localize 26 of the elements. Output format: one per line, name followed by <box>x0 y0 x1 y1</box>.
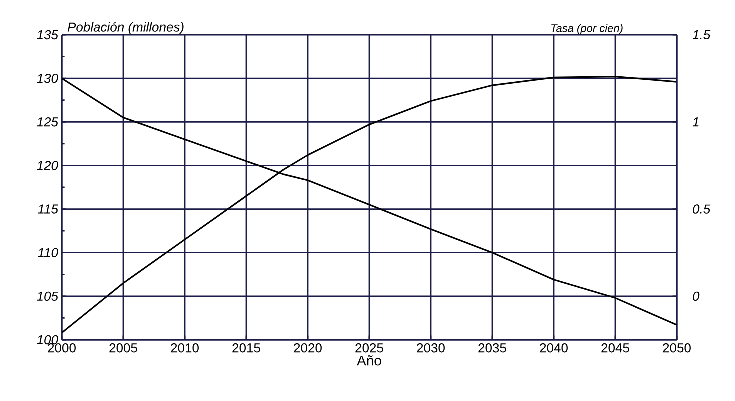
y-tick-label: 100 <box>37 335 58 345</box>
y2-tick-label: 1 <box>692 118 699 127</box>
x-tick-label: 2030 <box>417 344 445 353</box>
y-tick-label: 110 <box>38 248 58 258</box>
x-tick-label: 2005 <box>110 344 138 353</box>
y2-tick-label: 0.5 <box>693 204 711 214</box>
y2-axis-title: Tasa (por cien) <box>552 24 623 34</box>
x-tick-label: 2010 <box>171 344 199 353</box>
x-tick-label: 2045 <box>602 344 630 353</box>
y-tick-label: 130 <box>37 74 58 84</box>
x-tick-label: 2025 <box>356 344 384 353</box>
y-tick-label: 105 <box>37 292 59 302</box>
y-axis-title: Población (millones) <box>68 22 184 34</box>
x-tick-label: 2020 <box>294 344 322 353</box>
x-tick-label: 2015 <box>232 344 260 353</box>
y2-tick-label: 1.5 <box>692 30 711 40</box>
x-tick-label: 2035 <box>478 344 506 353</box>
y-tick-label: 120 <box>37 161 58 170</box>
x-axis-title: Año <box>357 356 382 366</box>
y-tick-label: 125 <box>37 118 59 127</box>
y2-tick-label: 0 <box>693 292 700 302</box>
y-tick-label: 135 <box>37 30 59 40</box>
y-tick-label: 115 <box>38 204 59 214</box>
x-tick-label: 2000 <box>48 344 76 353</box>
x-tick-label: 2050 <box>663 344 691 353</box>
x-tick-label: 2040 <box>540 344 568 353</box>
